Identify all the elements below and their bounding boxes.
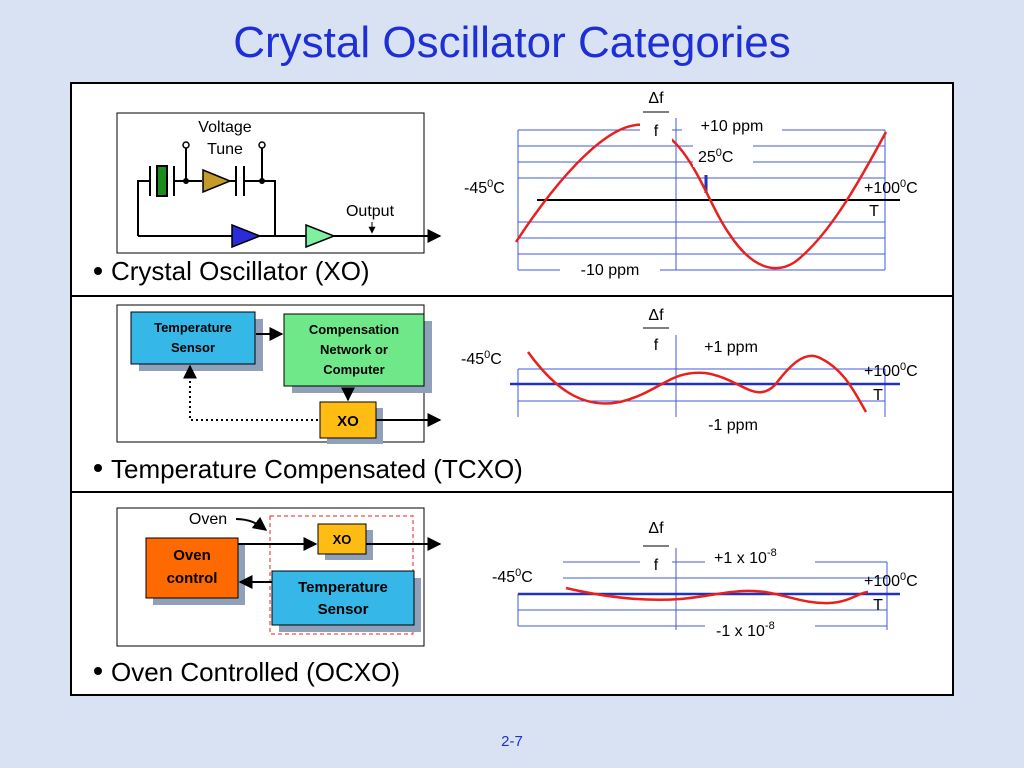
oven-control-label: control — [167, 570, 218, 587]
section-divider — [70, 295, 954, 297]
minus-limit-label: -1 x 10 — [716, 623, 765, 640]
xo-box-label: XO — [333, 532, 352, 547]
oven-label: Oven — [189, 511, 227, 528]
bullet-icon — [94, 267, 102, 275]
tmax-value: +100 — [864, 180, 900, 197]
xo-circuit — [137, 145, 442, 249]
degree-mark: 0 — [900, 361, 906, 373]
page-number: 2-7 — [501, 733, 523, 750]
sensor-label: Sensor — [171, 340, 215, 355]
comp-label: Compensation — [309, 322, 399, 337]
t-axis-label: T — [873, 387, 883, 404]
degree-mark: 0 — [716, 147, 722, 159]
svg-text:+1000C: +1000C — [864, 361, 918, 380]
xo-section: Voltage Tune Output Δf f +10 ppm -10 p — [94, 86, 918, 286]
temperature-sensor-box — [271, 570, 415, 626]
df-denominator: f — [654, 337, 659, 354]
voltage-tune-label: Tune — [207, 141, 243, 158]
df-numerator: Δf — [648, 520, 664, 537]
df-numerator: Δf — [648, 307, 664, 324]
exponent: -8 — [765, 620, 775, 632]
ocxo-bullet-label: Oven Controlled (OCXO) — [111, 657, 400, 687]
tcxo-freq-curve — [526, 351, 868, 413]
compensation-network-box — [283, 313, 425, 387]
svg-text:250C: 250C — [698, 147, 733, 166]
tmax-value: +100 — [864, 573, 900, 590]
svg-text:-450C: -450C — [464, 178, 505, 197]
minus-limit-label: -1 ppm — [708, 417, 758, 434]
tmax-value: +100 — [864, 363, 900, 380]
degree-mark: 0 — [487, 178, 493, 190]
unit: C — [521, 569, 533, 586]
minus-limit-label: -10 ppm — [581, 262, 640, 279]
svg-text:-1 x 10-8: -1 x 10-8 — [716, 620, 775, 640]
sensor-label: Sensor — [318, 601, 369, 618]
df-denominator: f — [654, 557, 659, 574]
tmin-value: -45 — [492, 569, 515, 586]
ocxo-freq-curve — [565, 586, 869, 605]
svg-text:-450C: -450C — [492, 567, 533, 586]
plus-limit-label: +10 ppm — [701, 118, 764, 135]
page-title: Crystal Oscillator Categories — [233, 18, 791, 67]
output-label: Output — [346, 203, 395, 220]
unit: C — [906, 573, 918, 590]
degree-mark: 0 — [484, 349, 490, 361]
xo-bullet-label: Crystal Oscillator (XO) — [111, 256, 370, 286]
svg-text:+1000C: +1000C — [864, 178, 918, 197]
degree-mark: 0 — [515, 567, 521, 579]
svg-text:+1000C: +1000C — [864, 571, 918, 590]
unit: C — [493, 180, 505, 197]
oven-enclosure — [269, 515, 414, 635]
degree-mark: 0 — [900, 571, 906, 583]
df-denominator: f — [654, 123, 659, 140]
degree-mark: 0 — [900, 178, 906, 190]
sensor-label: Temperature — [298, 579, 388, 596]
svg-text:-450C: -450C — [461, 349, 502, 368]
t-axis-label: T — [869, 203, 879, 220]
ocxo-chart — [517, 548, 888, 630]
unit: C — [906, 363, 918, 380]
xo-freq-curve — [514, 123, 888, 270]
oven-control-box — [145, 537, 239, 599]
comp-label: Computer — [323, 362, 384, 377]
df-numerator: Δf — [648, 90, 664, 107]
xo-box — [317, 523, 367, 555]
unit: C — [722, 149, 734, 166]
voltage-tune-label: Voltage — [198, 119, 251, 136]
xo-box-label: XO — [337, 413, 359, 430]
unit: C — [906, 180, 918, 197]
plus-limit-label: +1 x 10 — [714, 550, 767, 567]
temperature-sensor-box — [130, 311, 256, 365]
tcxo-chart — [517, 335, 886, 417]
tmin-value: -45 — [461, 351, 484, 368]
tmin-value: -45 — [464, 180, 487, 197]
ocxo-section: Oven control XO Temperature Sensor Oven — [94, 507, 918, 687]
sensor-label: Temperature — [154, 320, 232, 335]
t-axis-label: T — [873, 597, 883, 614]
exponent: -8 — [767, 547, 777, 559]
tcxo-bullet-label: Temperature Compensated (TCXO) — [111, 454, 523, 484]
unit: C — [490, 351, 502, 368]
comp-label: Network or — [320, 342, 388, 357]
oven-control-label: Oven — [173, 547, 211, 564]
svg-text:+1 x 10-8: +1 x 10-8 — [714, 547, 777, 567]
plus-limit-label: +1 ppm — [704, 339, 758, 356]
tcxo-section: Temperature Sensor Compensation Network … — [94, 303, 918, 484]
t25-value: 25 — [698, 149, 716, 166]
bullet-icon — [94, 667, 102, 675]
section-divider — [70, 491, 954, 493]
bullet-icon — [94, 464, 102, 472]
xo-chart — [517, 118, 886, 271]
